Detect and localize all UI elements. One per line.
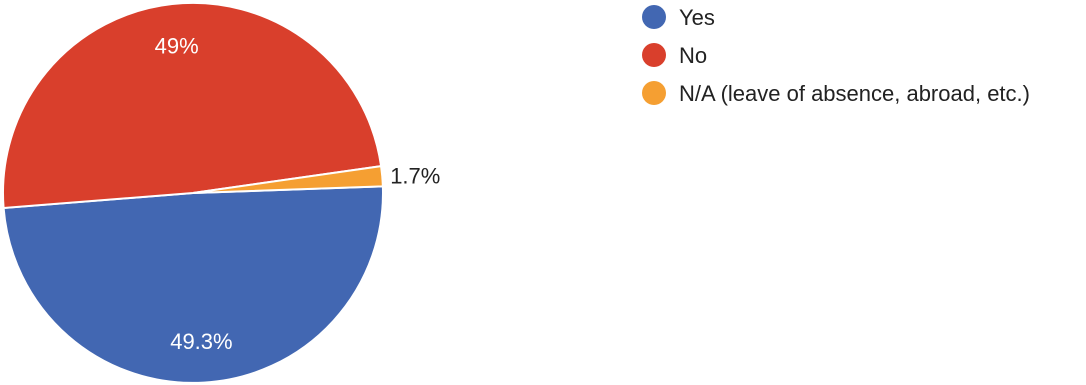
slice-value-label: 1.7%	[390, 164, 440, 189]
legend-label: No	[679, 43, 707, 68]
pie-slice-no	[2, 1, 383, 210]
legend-label: N/A (leave of absence, abroad, etc.)	[679, 81, 1030, 106]
pie-slices	[2, 1, 384, 384]
legend-item: No	[642, 43, 707, 68]
legend-swatch	[642, 81, 666, 105]
legend-swatch	[642, 43, 666, 67]
legend: Yes No N/A (leave of absence, abroad, etc.…	[642, 5, 1030, 106]
slice-value-label: 49.3%	[170, 329, 232, 354]
slice-labels: 49.3% 49% 1.7%	[155, 34, 441, 354]
legend-swatch	[642, 5, 666, 29]
legend-item: N/A (leave of absence, abroad, etc.)	[642, 81, 1030, 106]
legend-item: Yes	[642, 5, 715, 30]
slice-value-label: 49%	[155, 34, 199, 59]
pie-slice-yes	[2, 185, 384, 384]
legend-label: Yes	[679, 5, 715, 30]
pie-slice-na	[192, 165, 384, 194]
